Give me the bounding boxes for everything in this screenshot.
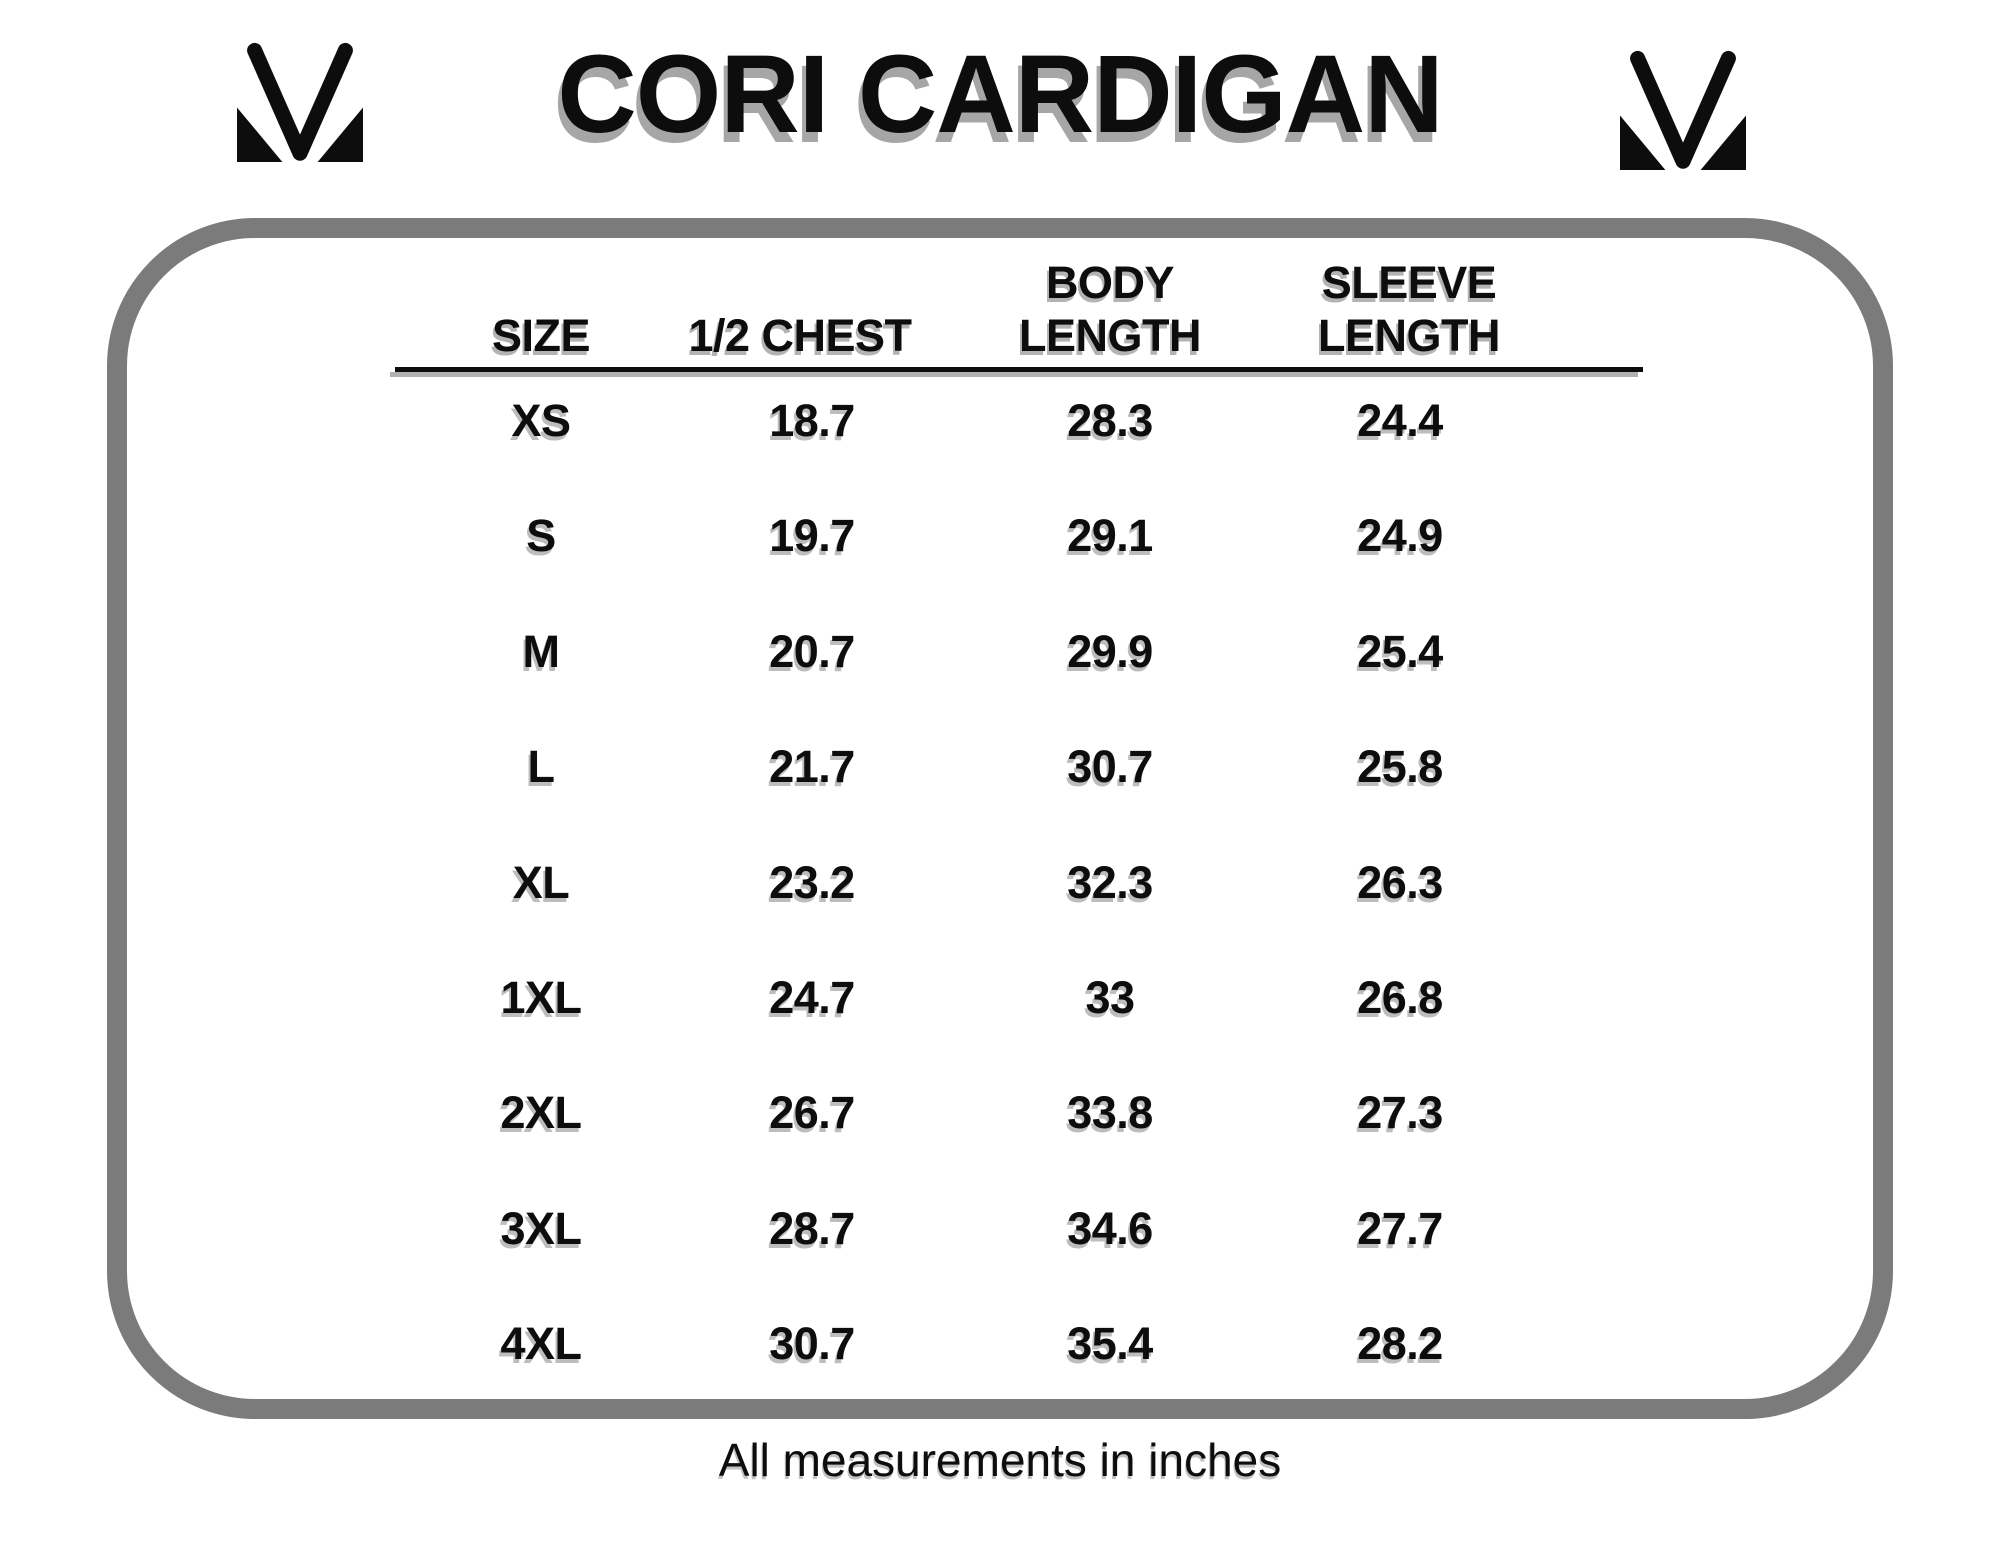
sleeve-length-cell: 27.3 [1357,1087,1443,1138]
m-monogram-icon [237,42,363,162]
measurements-note: All measurements in inches [718,1434,1282,1486]
body-length-cell: 29.9 [1067,626,1153,677]
column-header-body-length: BODY LENGTH [1019,257,1202,361]
body-length-cell: 28.3 [1067,395,1153,446]
column-header-size: SIZE [491,310,591,361]
sleeve-length-cell: 26.3 [1357,857,1443,908]
size-cell: 1XL [500,972,582,1023]
body-length-cell: 33 [1085,972,1135,1023]
half-chest-cell: 30.7 [769,1318,855,1369]
half-chest-cell: 18.7 [769,395,855,446]
sleeve-length-cell: 28.2 [1357,1318,1443,1369]
body-length-cell: 35.4 [1067,1318,1153,1369]
body-length-cell: 33.8 [1067,1087,1153,1138]
body-length-cell: 32.3 [1067,857,1153,908]
brand-logo-left [237,38,363,162]
size-cell: XS [511,395,571,446]
column-header-sleeve-length: SLEEVE LENGTH [1318,257,1501,361]
body-length-cell: 34.6 [1067,1203,1153,1254]
body-length-cell: 29.1 [1067,510,1153,561]
half-chest-cell: 19.7 [769,510,855,561]
size-chart-card: SIZE 1/2 CHEST BODY LENGTH SLEEVE LENGTH… [107,218,1893,1419]
sleeve-length-cell: 24.9 [1357,510,1443,561]
page-title: CORI CARDIGAN [557,33,1443,156]
sleeve-length-cell: 25.8 [1357,741,1443,792]
brand-logo-right [1620,46,1746,170]
size-cell: M [522,626,561,677]
half-chest-cell: 20.7 [769,626,855,677]
size-cell: 3XL [500,1203,582,1254]
sleeve-length-cell: 25.4 [1357,626,1443,677]
half-chest-cell: 26.7 [769,1087,855,1138]
header-underline [395,367,1643,372]
sleeve-length-cell: 24.4 [1357,395,1443,446]
body-length-cell: 30.7 [1067,741,1153,792]
size-cell: 4XL [500,1318,582,1369]
size-cell: XL [512,857,570,908]
half-chest-cell: 24.7 [769,972,855,1023]
column-header-half-chest: 1/2 CHEST [688,310,912,361]
size-cell: L [527,741,556,792]
size-cell: 2XL [500,1087,582,1138]
half-chest-cell: 28.7 [769,1203,855,1254]
size-cell: S [526,510,556,561]
half-chest-cell: 23.2 [769,857,855,908]
half-chest-cell: 21.7 [769,741,855,792]
sleeve-length-cell: 27.7 [1357,1203,1443,1254]
m-monogram-icon [1620,50,1746,170]
sleeve-length-cell: 26.8 [1357,972,1443,1023]
